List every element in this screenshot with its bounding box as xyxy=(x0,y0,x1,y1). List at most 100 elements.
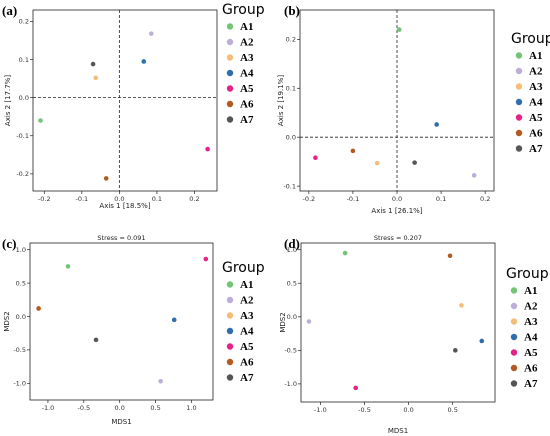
y-tick-label: 1.0 xyxy=(287,246,297,254)
legend-marker-a3 xyxy=(226,312,234,319)
plot-frame xyxy=(29,242,214,401)
point-a6 xyxy=(350,148,356,154)
point-a6 xyxy=(103,176,109,181)
legend-marker-a6 xyxy=(515,129,523,137)
legend-marker-a7 xyxy=(515,145,523,152)
legend-marker-a5 xyxy=(510,349,518,356)
legend-label-a5: A5 xyxy=(240,83,254,95)
legend-label-a3: A3 xyxy=(240,310,254,322)
legend-label-a1: A1 xyxy=(524,285,537,297)
plot-frame xyxy=(300,242,496,403)
legend-title: Group xyxy=(506,266,549,282)
y-tick-label: 0.1 xyxy=(286,85,296,93)
panel-letter: (c) xyxy=(2,236,16,251)
y-tick-label: 0.5 xyxy=(16,279,26,287)
point-a4 xyxy=(479,338,485,344)
legend-marker-a6 xyxy=(226,358,234,366)
chart-panel-2: (b) -0.2 -0.1 0.0 0.1 0.2 -0.1 0.0 0.1 0.2 Axis 1 … xyxy=(277,3,550,215)
legend-label-a3: A3 xyxy=(529,81,543,93)
y-tick-label: 1.0 xyxy=(16,246,26,254)
legend-label-a1: A1 xyxy=(529,50,542,62)
y-tick-label: 0.5 xyxy=(287,280,297,288)
point-a1 xyxy=(38,118,43,123)
chart-panel-3: (c) Stress = 0.091 -1.0 -0.5 0.0 0.5 1.0 -1.0 -0… xyxy=(2,234,265,426)
legend-marker-a3 xyxy=(510,318,518,325)
legend-label-a7: A7 xyxy=(240,114,254,126)
y-tick-label: -0.5 xyxy=(13,346,26,354)
y-tick-label: 0.0 xyxy=(286,133,296,141)
point-a2 xyxy=(306,319,312,324)
y-tick-label: 0.1 xyxy=(19,56,29,64)
legend-marker-a3 xyxy=(226,54,234,61)
stress-label: Stress = 0.207 xyxy=(374,234,422,242)
legend-marker-a1 xyxy=(510,287,518,294)
point-a5 xyxy=(313,155,318,161)
x-tick-label: 0.0 xyxy=(392,195,402,203)
legend-label-a2: A2 xyxy=(524,301,538,313)
legend-title: Group xyxy=(222,2,265,18)
x-tick-label: -1.0 xyxy=(42,404,55,412)
y-tick-label: 0.0 xyxy=(16,313,26,321)
legend-label-a2: A2 xyxy=(529,66,543,78)
x-axis-title: Axis 1 [26.1%] xyxy=(371,207,422,215)
x-tick-label: 0.0 xyxy=(115,404,125,412)
point-a1 xyxy=(396,27,402,32)
point-a7 xyxy=(453,348,458,353)
legend-label-a4: A4 xyxy=(529,97,543,109)
x-axis-title: MDS1 xyxy=(388,427,408,435)
legend-marker-a6 xyxy=(510,364,518,372)
y-tick-label: 0.2 xyxy=(19,18,29,26)
point-a1 xyxy=(65,264,71,269)
point-a5 xyxy=(203,256,209,262)
legend-marker-a2 xyxy=(515,67,523,75)
point-a5 xyxy=(205,146,210,152)
x-tick-label: -0.1 xyxy=(347,195,360,203)
legend: Group A1 A2 A3 A4 A5 A6 A7 xyxy=(506,266,549,390)
point-a7 xyxy=(412,160,417,165)
legend-title: Group xyxy=(222,260,265,276)
legend-label-a6: A6 xyxy=(529,128,543,140)
y-tick-label: -0.2 xyxy=(16,170,29,178)
legend-marker-a5 xyxy=(226,343,234,350)
legend-label-a4: A4 xyxy=(240,326,254,338)
legend-label-a6: A6 xyxy=(240,357,254,369)
y-tick-label: 0.0 xyxy=(19,94,29,102)
x-tick-label: -0.5 xyxy=(77,404,90,412)
x-tick-label: 0.5 xyxy=(150,404,160,412)
panel-letter: (a) xyxy=(2,3,17,18)
legend-label-a1: A1 xyxy=(240,21,253,33)
legend-marker-a7 xyxy=(510,380,518,387)
legend-label-a7: A7 xyxy=(524,378,538,390)
panel-letter: (b) xyxy=(284,3,300,18)
point-a4 xyxy=(171,317,177,323)
point-a1 xyxy=(342,250,348,256)
legend-label-a1: A1 xyxy=(240,279,253,291)
legend-marker-a2 xyxy=(226,38,234,46)
point-a7 xyxy=(90,61,96,67)
point-a7 xyxy=(93,337,99,343)
plot-frame xyxy=(32,9,218,192)
point-a2 xyxy=(158,378,163,384)
point-a6 xyxy=(447,253,453,259)
legend-marker-a1 xyxy=(226,281,234,288)
x-tick-label: -0.5 xyxy=(358,406,371,414)
legend-label-a5: A5 xyxy=(524,347,538,359)
point-a4 xyxy=(141,59,147,64)
y-axis-title: MDS2 xyxy=(279,312,287,332)
legend-marker-a5 xyxy=(515,114,523,121)
x-tick-label: -0.1 xyxy=(75,195,88,203)
legend-marker-a4 xyxy=(226,327,234,335)
legend-marker-a7 xyxy=(226,374,234,381)
legend-label-a4: A4 xyxy=(240,68,254,80)
point-a4 xyxy=(434,122,439,127)
y-axis-title: Axis 2 [19.1%] xyxy=(277,75,285,126)
legend-label-a5: A5 xyxy=(240,341,254,353)
legend: Group A1 A2 A3 A4 A5 A6 A7 xyxy=(222,260,265,384)
legend-marker-a2 xyxy=(226,296,234,304)
x-tick-label: -0.2 xyxy=(302,195,315,203)
legend-label-a4: A4 xyxy=(524,332,538,344)
panel-letter: (d) xyxy=(284,236,300,251)
x-tick-label: 0.0 xyxy=(403,406,413,414)
y-tick-label: -1.0 xyxy=(284,380,297,388)
legend-label-a2: A2 xyxy=(240,37,254,49)
